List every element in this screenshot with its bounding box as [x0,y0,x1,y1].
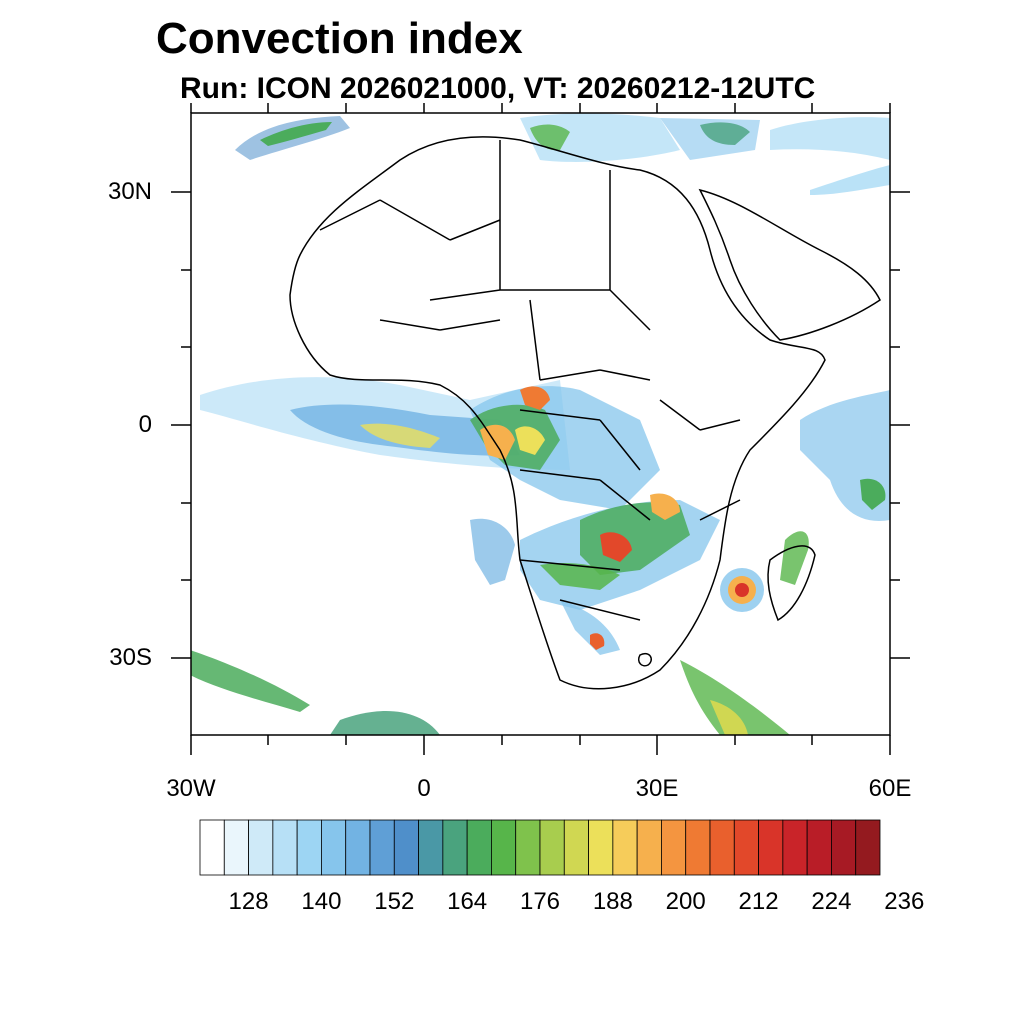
colorbar-label: 188 [592,888,633,915]
colorbar-label: 224 [811,888,852,915]
colorbar-swatch [248,819,274,876]
colorbar-swatch [321,819,347,876]
map-subtitle: Run: ICON 2026021000, VT: 20260212-12UTC [180,72,816,105]
colorbar-swatch [563,819,589,876]
colorbar-label: 200 [665,888,706,915]
colorbar-swatch [491,819,517,876]
lat-label-30s: 30S [109,644,152,671]
colorbar [199,819,881,876]
axis-ticks [171,103,910,755]
colorbar-swatch [393,819,419,876]
colorbar-label: 152 [374,888,415,915]
convection-field [191,113,890,735]
colorbar-swatch [709,819,735,876]
colorbar-swatch [758,819,784,876]
colorbar-swatch [855,819,881,876]
map-title: Convection index [156,14,523,63]
colorbar-swatch [296,819,322,876]
colorbar-swatch [515,819,541,876]
colorbar-swatch [466,819,492,876]
colorbar-swatch [369,819,395,876]
map-frame [190,112,891,736]
colorbar-swatch [345,819,371,876]
lon-label-30w: 30W [166,775,216,802]
colorbar-swatch [806,819,832,876]
lon-label-30e: 30E [635,775,679,802]
colorbar-swatch [636,819,662,876]
colorbar-swatch [442,819,468,876]
coastlines [289,136,881,690]
lon-label-0: 0 [417,775,431,802]
colorbar-label: 128 [228,888,269,915]
lat-label-30n: 30N [107,178,152,205]
colorbar-swatch [588,819,614,876]
colorbar-swatch [223,819,249,876]
colorbar-swatch [685,819,711,876]
colorbar-swatch [612,819,638,876]
colorbar-swatch [782,819,808,876]
colorbar-swatch [199,819,225,876]
colorbar-label: 212 [738,888,779,915]
colorbar-swatch [733,819,759,876]
colorbar-swatch [539,819,565,876]
colorbar-swatch [661,819,687,876]
lon-label-60e: 60E [868,775,912,802]
lat-label-0: 0 [138,411,152,438]
colorbar-swatch [831,819,857,876]
colorbar-swatch [272,819,298,876]
colorbar-swatch [418,819,444,876]
colorbar-label: 140 [301,888,342,915]
colorbar-label: 164 [447,888,488,915]
colorbar-label: 176 [519,888,561,915]
colorbar-label: 236 [884,888,925,915]
